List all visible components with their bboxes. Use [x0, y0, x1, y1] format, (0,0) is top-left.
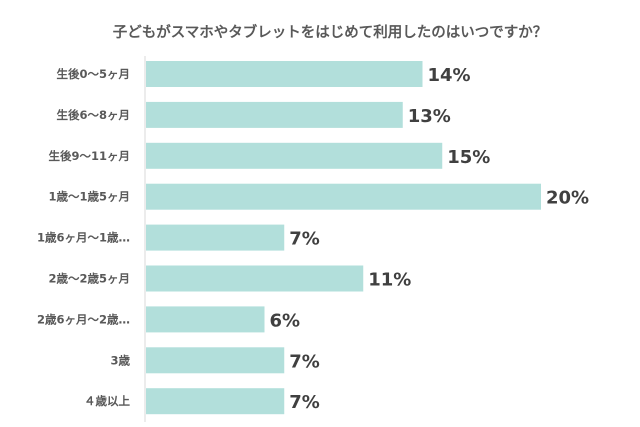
- category-label: ４歳以上: [84, 394, 130, 408]
- category-label: 3歳: [110, 353, 130, 367]
- category-label: 2歳6ヶ月～2歳…: [37, 312, 130, 326]
- bar: [146, 224, 285, 251]
- category-label: 生後6～8ヶ月: [56, 108, 130, 122]
- bar: [146, 183, 541, 210]
- category-label: 生後9～11ヶ月: [48, 149, 130, 163]
- data-label: 7%: [289, 351, 320, 372]
- data-label: 7%: [289, 392, 320, 413]
- bar: [146, 347, 285, 374]
- bar: [146, 142, 443, 169]
- data-label: 14%: [428, 65, 471, 86]
- data-label: 6%: [270, 310, 301, 331]
- data-label: 15%: [447, 147, 490, 168]
- data-label: 7%: [289, 229, 320, 250]
- category-label: 2歳～2歳5ヶ月: [48, 272, 130, 286]
- category-label: 1歳～1歳5ヶ月: [48, 190, 130, 204]
- bar: [146, 306, 265, 333]
- bar: [146, 265, 364, 292]
- data-label: 11%: [368, 270, 411, 291]
- data-label: 20%: [546, 188, 589, 209]
- category-label: 生後0～5ヶ月: [56, 67, 130, 81]
- bar: [146, 101, 403, 128]
- category-label: 1歳6ヶ月～1歳…: [37, 231, 130, 245]
- data-label: 13%: [408, 106, 451, 127]
- bar: [146, 61, 423, 87]
- chart-title: 子どもがスマホやタブレットをはじめて利用したのはいつですか？: [113, 23, 548, 41]
- bar: [146, 388, 285, 415]
